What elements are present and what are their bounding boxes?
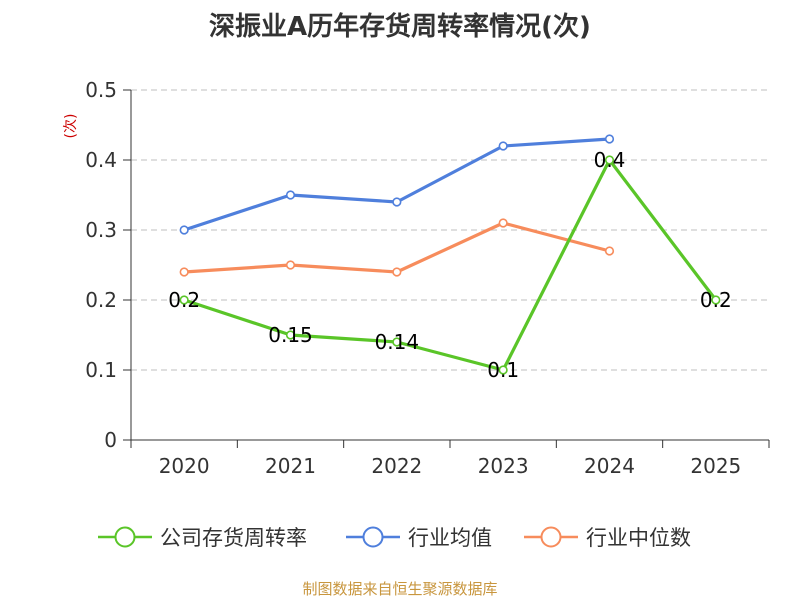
data-point [604,155,615,165]
data-point [179,295,189,305]
data-point [711,295,721,305]
y-tick-label: 0.3 [85,218,117,242]
legend-item: 行业均值 [346,526,492,550]
data-point [179,225,189,235]
data-label: 0.4 [594,148,626,172]
data-label: 0.2 [700,288,732,312]
y-tick-label: 0.5 [85,78,117,102]
data-point [392,197,402,207]
x-tick-label: 2023 [478,454,529,478]
data-label: 0.1 [487,358,519,382]
data-point [498,365,508,375]
chart-title: 深振业A历年存货周转率情况(次) [209,12,591,42]
y-axis-label: (次) [63,114,79,139]
y-tick-label: 0.1 [85,358,117,382]
data-label: 0.14 [375,330,420,354]
series-line [183,137,610,232]
data-point [285,260,296,270]
legend-label: 公司存货周转率 [160,526,307,550]
legend-marker [540,526,562,548]
axes: 0 0.1 0.2 0.3 0.4 0.5 2020 2021 2022 2023 2024 2025… [63,78,770,478]
x-tick-label: 2020 [159,454,210,478]
series-line [183,158,718,372]
legend: 公司存货周转率 行业均值 行业中位数 [98,526,691,550]
data-label: 0.15 [268,323,313,347]
data-point [604,134,615,144]
y-tick-label: 0.2 [85,288,117,312]
data-point [498,218,508,228]
grid-lines [131,89,769,371]
data-point [392,337,402,347]
data-point [604,246,615,256]
legend-label: 行业均值 [408,526,492,550]
data-point [285,330,296,340]
data-labels: 0.2 0.15 0.14 0.1 0.4 0.2 [168,148,731,382]
x-tick-label: 2024 [584,454,635,478]
x-tick-label: 2021 [265,454,316,478]
legend-item: 行业中位数 [524,526,691,550]
data-point [392,267,402,277]
y-tick-label: 0 [104,428,117,452]
data-label: 0.2 [168,288,200,312]
data-point [179,267,189,277]
legend-marker [114,526,136,548]
x-tick-label: 2025 [690,454,741,478]
legend-marker [362,526,384,548]
y-tick-label: 0.4 [85,148,117,172]
legend-item: 公司存货周转率 [98,526,307,550]
legend-label: 行业中位数 [586,526,691,550]
x-tick-label: 2022 [371,454,422,478]
series-layer [179,134,721,375]
data-point [285,190,296,200]
data-point [498,141,508,151]
source-footer: 制图数据来自恒生聚源数据库 [302,580,498,598]
